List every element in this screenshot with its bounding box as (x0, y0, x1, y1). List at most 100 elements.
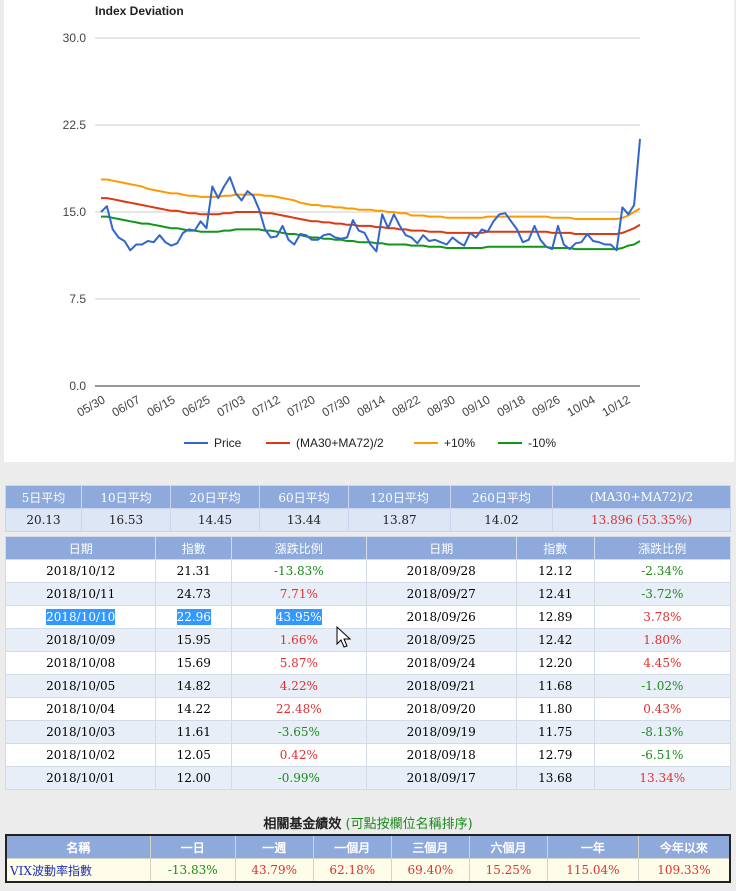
cell-text: 2018/09/28 (406, 564, 476, 578)
fund-return-cell: 62.18% (312, 858, 392, 883)
daily-cell-d1: 2018/10/11 (4, 582, 157, 606)
fund-data-row: VIX波動率指數 -13.83% 43.79% 62.18% 69.40% 15.25% 1… (5, 858, 731, 883)
fund-sort-header[interactable]: 六個月 (468, 834, 548, 859)
daily-cell-c1: 4.22% (231, 674, 367, 698)
table-row: 2018/10/05 14.82 4.22% 2018/09/21 11.68 -1.02… (4, 674, 732, 698)
cell-text: -1.02% (641, 679, 684, 693)
fund-performance-table: 名稱 一日 一週 一個月 三個月 六個月 一年 今年以來 VIX波動率指數 -13.83% 43.… (5, 834, 731, 883)
daily-cell-d1: 2018/10/09 (4, 628, 157, 652)
daily-cell-v2: 13.68 (515, 766, 595, 790)
daily-header-cell: 日期 (365, 536, 517, 560)
daily-cell-d1: 2018/10/02 (4, 743, 157, 767)
cell-text: 2018/09/24 (406, 656, 476, 670)
fund-return-cell: 15.25% (468, 858, 548, 883)
daily-cell-c2: 13.34% (593, 766, 732, 790)
table-row: 2018/10/04 14.22 22.48% 2018/09/20 11.80 0.43… (4, 697, 732, 721)
ma-header-cell: 5日平均 (5, 485, 82, 509)
index-deviation-chart: Index Deviation 30.0 22.5 15.0 7.5 0.0 05/30… (4, 0, 734, 462)
fund-sort-hint: (可點按欄位名稱排序) (345, 817, 473, 832)
table-row: 2018/10/02 12.05 0.42% 2018/09/18 12.79 -6.51… (4, 743, 732, 767)
daily-cell-d1: 2018/10/01 (4, 766, 157, 790)
daily-cell-c1: -0.99% (231, 766, 367, 790)
fund-return-cell: 109.33% (637, 858, 731, 883)
y-tick-label: 30.0 (63, 31, 87, 45)
cell-text: 2018/10/01 (46, 771, 116, 785)
fund-return-cell: 43.79% (234, 858, 314, 883)
x-tick-label: 07/30 (319, 392, 352, 419)
daily-cell-c2: -8.13% (593, 720, 732, 744)
cell-text: 13.34% (639, 771, 686, 785)
ma-value-cell: 13.87 (348, 508, 451, 532)
daily-cell-v1: 12.00 (155, 766, 233, 790)
cell-text: 7.71% (279, 587, 318, 601)
daily-header-cell: 漲跌比例 (231, 536, 367, 560)
daily-index-table: 日期 指數 漲跌比例 日期 指數 漲跌比例 2018/10/12 21.31 -13.83% 2… (4, 536, 732, 790)
chart-canvas: Index Deviation 30.0 22.5 15.0 7.5 0.0 05/30… (63, 4, 641, 450)
daily-header-cell: 漲跌比例 (593, 536, 732, 560)
cell-text: 2018/10/05 (46, 679, 116, 693)
fund-return-cell: 69.40% (390, 858, 470, 883)
daily-cell-c2: -2.34% (593, 559, 732, 583)
fund-sort-header[interactable]: 一個月 (312, 834, 392, 859)
fund-sort-header[interactable]: 今年以來 (637, 834, 731, 859)
daily-cell-v1: 22.96 (155, 605, 233, 629)
daily-cell-v2: 11.80 (515, 697, 595, 721)
daily-cell-d2: 2018/09/21 (365, 674, 517, 698)
daily-cell-v1: 15.95 (155, 628, 233, 652)
cell-text: 12.89 (538, 610, 573, 624)
daily-cell-c2: 4.45% (593, 651, 732, 675)
fund-header-row: 名稱 一日 一週 一個月 三個月 六個月 一年 今年以來 (5, 834, 731, 859)
x-tick-label: 06/07 (109, 392, 142, 419)
daily-cell-d1: 2018/10/10 (4, 605, 157, 629)
cell-text: -3.65% (277, 725, 320, 739)
daily-header-cell: 日期 (4, 536, 157, 560)
legend-label-3: -10% (528, 436, 556, 450)
cell-text: 22.96 (176, 609, 211, 625)
cell-text: 11.61 (176, 725, 211, 739)
fund-sort-header[interactable]: 一日 (149, 834, 236, 859)
chart-title: Index Deviation (95, 4, 184, 18)
daily-cell-v2: 12.41 (515, 582, 595, 606)
table-row: 2018/10/10 22.96 43.95% 2018/09/26 12.89 3.78… (4, 605, 732, 629)
table-row: 2018/10/01 12.00 -0.99% 2018/09/17 13.68 13.3… (4, 766, 732, 790)
cell-text: 3.78% (643, 610, 682, 624)
x-tick-label: 08/14 (354, 392, 387, 419)
daily-cell-c1: 22.48% (231, 697, 367, 721)
moving-average-table: 5日平均 10日平均 20日平均 60日平均 120日平均 260日平均 (MA30+MA7… (5, 485, 732, 532)
table-row: 2018/10/09 15.95 1.66% 2018/09/25 12.42 1.80% (4, 628, 732, 652)
x-tick-label: 09/18 (494, 392, 527, 419)
ma-value-cell: 16.53 (81, 508, 171, 532)
fund-sort-header[interactable]: 名稱 (5, 834, 151, 859)
cell-text: 2018/10/02 (46, 748, 116, 762)
cell-text: 2018/10/10 (46, 609, 116, 625)
cell-text: -3.72% (641, 587, 684, 601)
cell-text: 5.87% (279, 656, 318, 670)
cell-text: 1.80% (643, 633, 682, 647)
daily-cell-d2: 2018/09/19 (365, 720, 517, 744)
daily-cell-d2: 2018/09/20 (365, 697, 517, 721)
fund-name-link[interactable]: VIX波動率指數 (5, 858, 151, 883)
cell-text: -13.83% (273, 564, 324, 578)
x-tick-label: 05/30 (74, 392, 107, 419)
fund-sort-header[interactable]: 三個月 (390, 834, 470, 859)
cell-text: 2018/10/11 (46, 587, 116, 601)
daily-cell-v2: 12.20 (515, 651, 595, 675)
cell-text: -2.34% (641, 564, 684, 578)
cell-text: 2018/09/20 (406, 702, 476, 716)
cell-text: 12.05 (176, 748, 211, 762)
cell-text: 0.43% (643, 702, 682, 716)
fund-sort-header[interactable]: 一年 (546, 834, 639, 859)
x-tick-label: 06/25 (179, 392, 212, 419)
daily-cell-d1: 2018/10/08 (4, 651, 157, 675)
daily-header-cell: 指數 (515, 536, 595, 560)
legend-label-1: (MA30+MA72)/2 (296, 436, 384, 450)
cell-text: 2018/10/04 (46, 702, 116, 716)
cell-text: 12.42 (538, 633, 573, 647)
ma-header-cell: 260日平均 (449, 485, 553, 509)
table-row: 2018/10/03 11.61 -3.65% 2018/09/19 11.75 -8.1… (4, 720, 732, 744)
cell-text: 11.68 (538, 679, 573, 693)
daily-cell-c2: -3.72% (593, 582, 732, 606)
fund-sort-header[interactable]: 一週 (234, 834, 314, 859)
fund-title: 相關基金績效 (263, 817, 342, 832)
ma-value-cell: 14.02 (449, 508, 553, 532)
